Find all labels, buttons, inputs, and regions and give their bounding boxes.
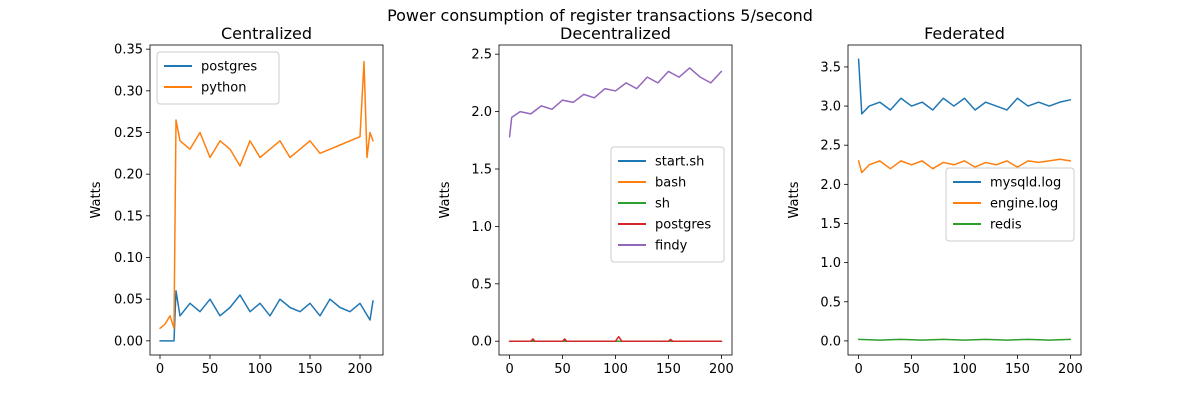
x-tick-label: 200 bbox=[348, 362, 373, 377]
y-tick-label: 1.0 bbox=[471, 220, 492, 235]
axes-frame bbox=[149, 44, 384, 356]
y-tick-label: 0.20 bbox=[114, 168, 143, 183]
figure-suptitle: Power consumption of register transactio… bbox=[387, 6, 813, 25]
x-tick-label: 150 bbox=[298, 362, 323, 377]
legend-box bbox=[610, 146, 725, 263]
legend-label: bash bbox=[655, 176, 686, 191]
legend-label: sh bbox=[655, 197, 670, 212]
x-tick-label: 100 bbox=[248, 362, 273, 377]
series-line-engine-log bbox=[857, 158, 1072, 174]
legend-label: postgres bbox=[655, 218, 711, 233]
y-tick-label: 0.0 bbox=[471, 335, 492, 350]
legend-label: engine.log bbox=[990, 197, 1058, 212]
y-axis-label: Watts bbox=[438, 181, 453, 218]
x-tick-label: 150 bbox=[656, 362, 681, 377]
subplot-title: Federated bbox=[924, 24, 1005, 43]
y-tick-label: 0.5 bbox=[471, 277, 492, 292]
x-tick-label: 0 bbox=[854, 362, 862, 377]
y-tick-label: 0.0 bbox=[820, 334, 841, 349]
legend-label: start.sh bbox=[655, 155, 704, 170]
y-tick-label: 0.30 bbox=[114, 84, 143, 99]
y-tick-label: 0.35 bbox=[114, 43, 143, 58]
series-line-postgres bbox=[508, 335, 723, 342]
x-tick-label: 50 bbox=[202, 362, 219, 377]
legend-box bbox=[945, 167, 1075, 242]
legend-label: findy bbox=[655, 239, 688, 254]
x-tick-label: 0 bbox=[505, 362, 513, 377]
y-axis-label: Watts bbox=[89, 181, 104, 218]
y-tick-label: 3.5 bbox=[820, 60, 841, 75]
y-tick-label: 2.5 bbox=[820, 139, 841, 154]
y-tick-label: 1.0 bbox=[820, 256, 841, 271]
y-tick-label: 2.5 bbox=[471, 48, 492, 63]
y-tick-label: 1.5 bbox=[471, 163, 492, 178]
series-line-findy bbox=[508, 67, 723, 138]
series-line-mysqld-log bbox=[857, 58, 1072, 115]
legend-label: python bbox=[201, 81, 246, 96]
series-line-redis bbox=[857, 338, 1072, 341]
y-tick-label: 2.0 bbox=[471, 105, 492, 120]
y-tick-label: 0.05 bbox=[114, 293, 143, 308]
y-tick-label: 0.00 bbox=[114, 334, 143, 349]
series-line-python bbox=[159, 60, 374, 330]
y-tick-label: 0.15 bbox=[114, 209, 143, 224]
subplot-1: 0 50 100 150 200 0.00 0.05 0.10 0.15 0.20 0.25 0.30… bbox=[89, 24, 384, 377]
y-tick-label: 2.0 bbox=[820, 178, 841, 193]
y-tick-label: 1.5 bbox=[820, 217, 841, 232]
subplot-3: 0 50 100 150 200 0.0 0.5 1.0 1.5 2.0 2.5 3.0 3.5 Fede… bbox=[787, 24, 1083, 377]
legend-label: redis bbox=[990, 218, 1022, 233]
subplot-title: Decentralized bbox=[560, 24, 671, 43]
y-tick-label: 0.5 bbox=[820, 295, 841, 310]
x-tick-label: 50 bbox=[903, 362, 920, 377]
legend-label: postgres bbox=[201, 60, 257, 75]
legend-label: mysqld.log bbox=[990, 176, 1061, 191]
x-tick-label: 100 bbox=[603, 362, 628, 377]
x-tick-label: 150 bbox=[1005, 362, 1030, 377]
y-tick-label: 0.25 bbox=[114, 126, 143, 141]
x-tick-label: 200 bbox=[709, 362, 734, 377]
x-tick-label: 200 bbox=[1058, 362, 1083, 377]
x-tick-label: 0 bbox=[156, 362, 164, 377]
y-tick-label: 0.10 bbox=[114, 251, 143, 266]
subplot-2: 0 50 100 150 200 0.0 0.5 1.0 1.5 2.0 2.5 Decentrali… bbox=[438, 24, 734, 377]
x-tick-label: 100 bbox=[952, 362, 977, 377]
subplot-title: Centralized bbox=[221, 24, 312, 43]
y-axis-label: Watts bbox=[787, 181, 802, 218]
x-tick-label: 50 bbox=[554, 362, 571, 377]
y-tick-label: 3.0 bbox=[820, 100, 841, 115]
series-line-postgres bbox=[159, 290, 374, 342]
